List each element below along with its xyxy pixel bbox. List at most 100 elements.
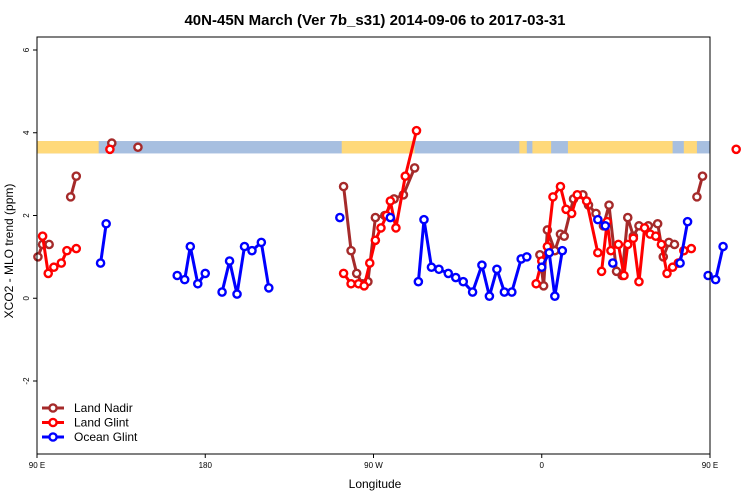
- data-point: [607, 258, 618, 268]
- data-point: [49, 262, 59, 273]
- data-point: [682, 216, 693, 227]
- data-point: [192, 278, 203, 289]
- land-segment: [89, 141, 95, 154]
- land-segment: [567, 141, 673, 154]
- data-point: [44, 239, 54, 250]
- data-point: [619, 270, 629, 281]
- data-point: [411, 125, 422, 136]
- data-point: [419, 214, 429, 225]
- data-point: [224, 256, 235, 266]
- data-point: [731, 144, 741, 155]
- data-point: [531, 278, 541, 289]
- data-point: [351, 268, 362, 279]
- data-point: [179, 274, 190, 285]
- data-point: [385, 196, 396, 206]
- data-point: [400, 171, 411, 181]
- data-point: [385, 212, 396, 223]
- data-point: [391, 223, 401, 233]
- y-tick-label: 2: [22, 213, 31, 218]
- legend-label: Ocean Glint: [74, 430, 138, 444]
- y-tick-label: 0: [22, 295, 31, 300]
- data-point: [264, 283, 274, 293]
- data-point: [434, 264, 444, 275]
- data-point: [581, 196, 592, 206]
- data-point: [200, 268, 211, 279]
- data-point: [710, 274, 721, 285]
- land-segment: [37, 141, 99, 154]
- data-point: [346, 245, 356, 256]
- data-point: [56, 258, 67, 268]
- data-point: [507, 287, 517, 297]
- data-point: [33, 252, 43, 262]
- land-segment: [341, 141, 415, 154]
- data-point: [217, 287, 227, 297]
- data-point: [550, 291, 560, 301]
- legend-label: Land Nadir: [74, 401, 133, 415]
- data-point: [662, 268, 672, 279]
- data-point: [628, 233, 639, 244]
- data-point: [370, 235, 381, 246]
- legend-item: Land Glint: [42, 416, 129, 430]
- data-point: [596, 266, 607, 277]
- data-point: [247, 245, 257, 256]
- data-point: [606, 245, 616, 256]
- x-axis: 90 E 180 90 W 0 90 E: [29, 454, 718, 470]
- data-point: [232, 289, 242, 299]
- data-point: [593, 214, 603, 225]
- legend-marker: [48, 403, 58, 413]
- data-point: [338, 268, 349, 279]
- data-point: [544, 247, 555, 258]
- legend-item: Land Nadir: [42, 401, 133, 415]
- data-point: [484, 291, 495, 301]
- series-line: [416, 218, 528, 298]
- data-point: [622, 212, 633, 223]
- legend-label: Land Glint: [74, 416, 129, 430]
- series-line: [540, 250, 564, 298]
- land-segment: [519, 141, 527, 154]
- legend-marker: [48, 432, 58, 442]
- data-point: [613, 239, 624, 250]
- x-tick-label: 180: [199, 461, 213, 470]
- data-point: [450, 272, 461, 283]
- data-point: [105, 144, 115, 155]
- data-point: [65, 192, 76, 202]
- legend-marker: [48, 417, 58, 428]
- data-point: [604, 200, 614, 210]
- data-point: [239, 241, 250, 252]
- data-point: [458, 276, 469, 287]
- data-point: [686, 243, 697, 254]
- data-point: [409, 163, 420, 173]
- data-point: [443, 268, 454, 279]
- data-point: [675, 258, 685, 268]
- data-point: [566, 208, 577, 219]
- legend-item: Ocean Glint: [42, 430, 138, 444]
- data-point: [669, 239, 680, 250]
- data-point: [256, 237, 267, 248]
- data-point: [37, 231, 48, 241]
- data-point: [622, 239, 633, 250]
- data-point: [718, 241, 728, 252]
- data-point: [71, 243, 82, 254]
- data-point: [555, 181, 566, 192]
- data-point: [559, 231, 569, 241]
- x-tick-label: 90 E: [29, 461, 45, 470]
- y-tick-label: -2: [22, 377, 31, 385]
- y-tick-label: 4: [22, 130, 31, 135]
- chart-title: 40N-45N March (Ver 7b_s31) 2014-09-06 to…: [184, 12, 565, 29]
- y-axis-label: XCO2 - MLO trend (ppm): [2, 184, 16, 319]
- data-point: [467, 287, 478, 297]
- land-segment: [532, 141, 552, 154]
- data-point: [538, 281, 549, 291]
- data-point: [650, 231, 661, 241]
- data-point: [359, 281, 369, 291]
- data-point: [703, 270, 713, 281]
- data-point: [697, 171, 708, 181]
- data-point: [656, 239, 667, 250]
- x-tick-label: 90 E: [702, 461, 718, 470]
- data-point: [413, 276, 424, 287]
- data-point: [370, 212, 381, 223]
- data-point: [600, 221, 611, 231]
- data-point: [634, 276, 644, 287]
- data-point: [521, 252, 532, 262]
